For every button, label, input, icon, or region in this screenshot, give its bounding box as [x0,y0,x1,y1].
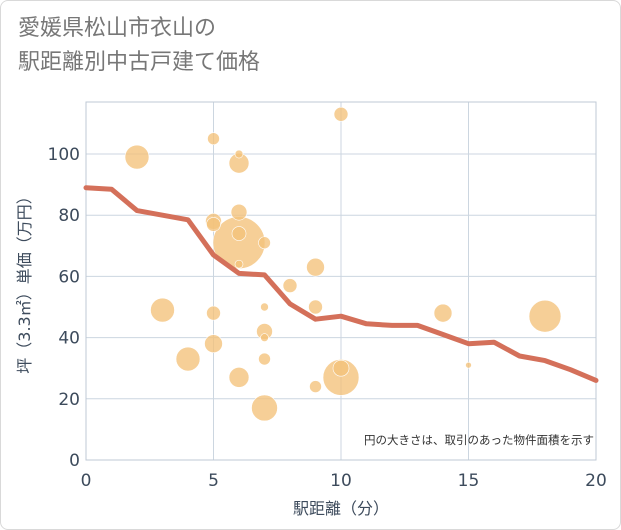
y-tick-labels: 0 20 40 60 80 100 [48,145,80,471]
y-tick-label-3: 60 [58,267,80,287]
y-tick-label-2: 40 [58,329,80,349]
bubble-point-16 [333,106,349,122]
bubble-point-25 [309,380,322,393]
bubble-point-29 [260,333,269,342]
bubble-point-13 [230,203,248,221]
bubble-point-21 [206,305,221,321]
y-tick-label-0: 0 [69,451,80,471]
bubble-point-2 [528,299,562,333]
bubble-point-22 [207,132,220,146]
bubble-point-3 [251,394,278,422]
x-tick-label-1: 5 [208,471,219,491]
y-tick-label-5: 100 [48,145,80,165]
chart-title-line-1: 愛媛県松山市衣山の [18,16,217,41]
bubble-point-28 [260,302,269,312]
y-tick-label-4: 80 [58,206,80,226]
plot-area-border [85,101,597,461]
bubble-point-10 [204,334,223,354]
x-tick-label-2: 10 [330,471,352,491]
bubble-point-20 [308,299,323,315]
bubble-point-5 [150,297,175,323]
bubble-point-30 [465,361,472,369]
y-tick-label-1: 20 [58,390,80,410]
grid-lines [85,102,597,461]
x-axis-title: 駅距離（分） [293,499,389,518]
bubble-point-11 [433,303,453,323]
bubble-point-19 [282,278,298,293]
chart-title-line-2: 駅距離別中古戸建て価格 [18,50,261,75]
bubble-point-1 [322,359,360,396]
bubble-point-23 [258,236,271,250]
x-tick-label-0: 0 [81,471,92,491]
bubble-point-8 [228,367,250,388]
bubble-point-24 [258,352,271,366]
x-tick-label-3: 15 [458,471,480,491]
bubble-point-9 [306,257,325,277]
bubble-point-26 [234,149,244,159]
chart-title: 愛媛県松山市衣山の 駅距離別中古戸建て価格 [18,12,260,80]
bubble-point-17 [206,217,221,232]
bubble-point-6 [175,346,201,372]
size-legend-note: 円の大きさは、取引のあった物件面積を示す [364,433,594,447]
x-tick-label-4: 20 [585,471,607,491]
trend-line [83,185,599,383]
bubble-layer [124,106,562,422]
bubble-point-4 [124,144,150,170]
bubble-point-18 [231,226,247,241]
bubble-point-27 [234,259,244,269]
y-axis-title: 坪（3.3㎡）単価（万円） [15,188,34,373]
x-tick-labels: 0 5 10 15 20 [81,471,607,491]
bubble-point-15 [332,359,350,377]
